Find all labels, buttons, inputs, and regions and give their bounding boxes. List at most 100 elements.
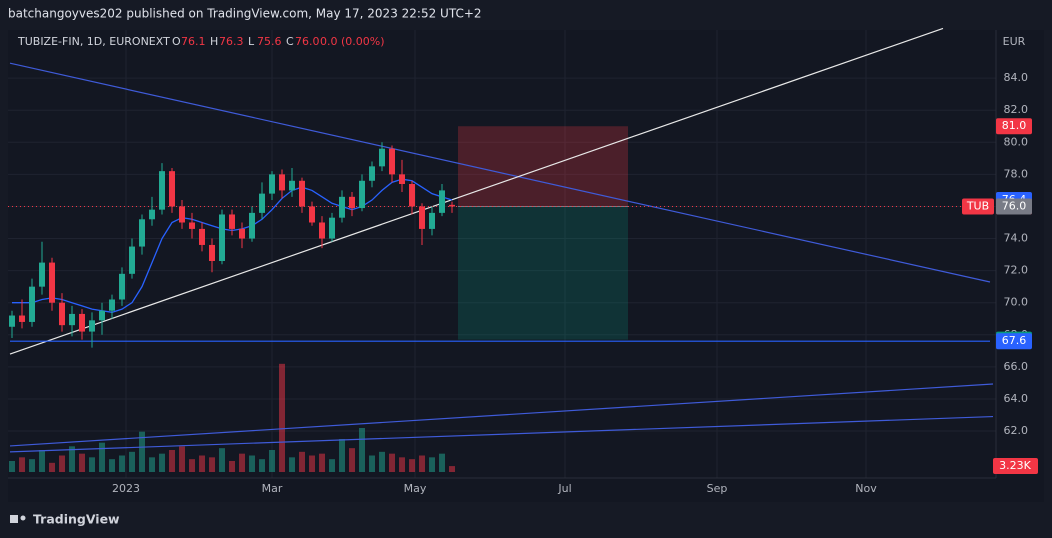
y-tick-label: 66.0	[1004, 360, 1029, 373]
x-tick-label: Mar	[262, 482, 283, 495]
y-tick-label: 78.0	[1004, 167, 1029, 180]
candle-body	[349, 196, 355, 209]
volume-bar	[319, 453, 325, 472]
trendline	[9, 383, 994, 447]
candle-body	[49, 262, 55, 303]
candle-body	[9, 315, 15, 327]
volume-bar	[229, 461, 235, 472]
volume-bar	[19, 457, 25, 472]
volume-bar	[309, 455, 315, 472]
candle-body	[19, 315, 25, 322]
y-tick-label: 70.0	[1004, 296, 1029, 309]
candle-body	[259, 193, 265, 213]
candle-body	[169, 171, 175, 207]
footer-logo: TradingView	[10, 512, 120, 527]
volume-label: 3.23K	[999, 459, 1031, 472]
volume-bar	[99, 442, 105, 472]
volume-bar	[9, 461, 15, 472]
legend-value: 75.6	[257, 35, 282, 48]
y-tick-label: 82.0	[1004, 103, 1029, 116]
volume-bar	[149, 457, 155, 472]
volume-label-box	[993, 458, 1038, 474]
x-tick-label: Nov	[855, 482, 877, 495]
stop-zone	[458, 126, 628, 207]
volume-bar	[79, 453, 85, 472]
volume-bar	[189, 459, 195, 472]
volume-bar	[379, 451, 385, 472]
volume-bar	[129, 451, 135, 472]
candle-body	[219, 214, 225, 261]
header: batchangoyves202 published on TradingVie…	[8, 7, 482, 21]
price-label: 67.6	[1002, 334, 1027, 347]
volume-bar	[439, 453, 445, 472]
candle-body	[249, 212, 255, 239]
legend-value: 76.1	[181, 35, 206, 48]
price-label-box	[996, 198, 1032, 215]
candle-body	[389, 148, 395, 175]
candle-body	[129, 246, 135, 274]
volume-bar	[369, 455, 375, 472]
candle-body	[229, 214, 235, 229]
candle-body	[139, 219, 145, 247]
y-tick-label: 62.0	[1004, 424, 1029, 437]
volume-bar	[179, 446, 185, 472]
candle-body	[109, 299, 115, 311]
volume-bar	[119, 455, 125, 472]
candle-body	[159, 171, 165, 210]
chart-pane	[8, 30, 1044, 502]
volume-bar	[269, 450, 275, 472]
candle-body	[329, 217, 335, 239]
volume-bar	[349, 448, 355, 472]
volume-bar	[239, 453, 245, 472]
x-tick-label: 2023	[112, 482, 140, 495]
price-label-box	[996, 118, 1032, 135]
volume-bar	[249, 455, 255, 472]
candle-body	[439, 190, 445, 213]
volume-bar	[199, 455, 205, 472]
price-label: 76.0	[1002, 199, 1027, 212]
y-tick-label: 72.0	[1004, 264, 1029, 277]
candle-body	[59, 302, 65, 326]
candle-body	[399, 174, 405, 184]
candle-body	[239, 228, 245, 239]
candle-body	[189, 222, 195, 229]
candle-body	[289, 180, 295, 191]
volume-bar	[59, 455, 65, 472]
volume-bar	[39, 450, 45, 472]
candle-body	[119, 273, 125, 300]
candle-body	[269, 174, 275, 194]
candle-body	[279, 174, 285, 191]
logo-mark	[20, 515, 26, 521]
legend-key: H	[210, 35, 218, 48]
symbol-tag: TUB	[966, 199, 989, 212]
volume-bar	[289, 457, 295, 472]
candle-body	[179, 206, 185, 223]
volume-bar	[49, 462, 55, 472]
legend-key: O	[172, 35, 181, 48]
volume-bar	[449, 466, 455, 472]
volume-bar	[219, 448, 225, 472]
volume-bar	[339, 439, 345, 472]
x-tick-label: Sep	[707, 482, 728, 495]
volume-bar	[389, 453, 395, 472]
volume-bar	[399, 457, 405, 472]
candle-body	[209, 244, 215, 261]
legend-change: 0.0 (0.00%)	[320, 35, 385, 48]
volume-bar	[299, 451, 305, 472]
currency: EUR	[1003, 35, 1026, 48]
candle-body	[89, 320, 95, 332]
volume-bar	[29, 459, 35, 472]
volume-bar	[329, 459, 335, 472]
footer: TradingView	[33, 512, 120, 527]
price-label-box	[996, 333, 1032, 350]
volume-bar	[409, 459, 415, 472]
volume-bar	[429, 457, 435, 472]
candle-body	[299, 180, 305, 207]
volume-bar	[159, 453, 165, 472]
volume-bar	[69, 446, 75, 472]
candle-body	[79, 313, 85, 332]
candle-body	[429, 212, 435, 229]
candle-body	[409, 183, 415, 207]
trendline	[9, 62, 991, 283]
